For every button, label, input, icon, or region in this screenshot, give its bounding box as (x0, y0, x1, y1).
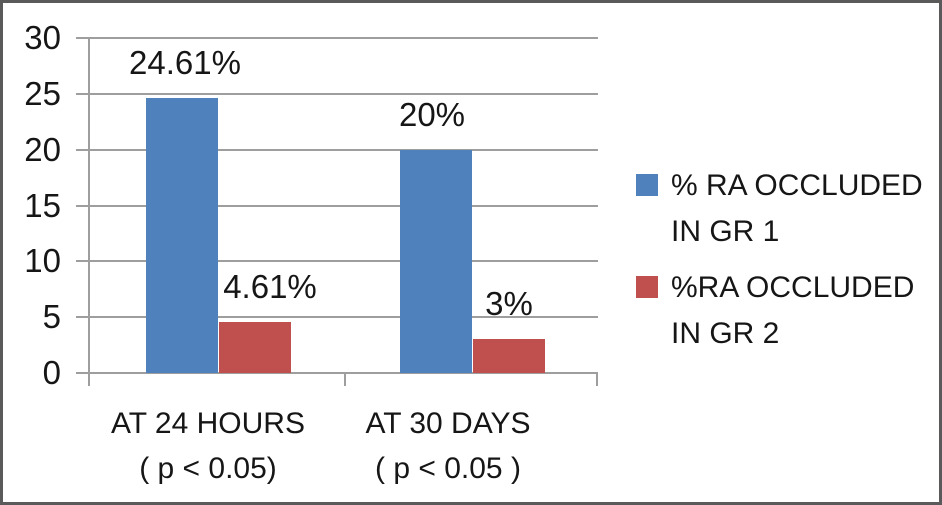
category-line2: ( p < 0.05 ) (375, 452, 521, 485)
gridline (89, 149, 598, 151)
y-axis-line (88, 38, 90, 386)
y-tick-label: 0 (42, 354, 61, 391)
y-tick-label: 15 (24, 187, 61, 224)
category-line1: AT 24 HOURS (111, 407, 305, 440)
y-axis-tick (76, 205, 89, 207)
category-label: AT 24 HOURS ( p < 0.05) (48, 401, 368, 491)
y-tick-label: 30 (24, 19, 61, 56)
gridline (89, 260, 598, 262)
legend-swatch-icon (636, 174, 658, 196)
y-axis-tick (76, 372, 89, 374)
gridline (89, 316, 598, 318)
bar-series2-group2 (473, 339, 545, 373)
gridline (89, 205, 598, 207)
bar-series1-group2 (400, 150, 472, 373)
legend-swatch-icon (636, 276, 658, 298)
y-tick-label: 20 (24, 131, 61, 168)
category-label: AT 30 DAYS ( p < 0.05 ) (288, 401, 608, 491)
y-axis-tick (76, 316, 89, 318)
y-axis-tick (76, 149, 89, 151)
legend-item: %RA OCCLUDED IN GR 2 (636, 265, 933, 357)
category-line1: AT 30 DAYS (365, 407, 531, 440)
legend-label: %RA OCCLUDED IN GR 2 (671, 271, 915, 350)
bar-value-label: 24.61% (129, 44, 241, 81)
y-tick-label: 10 (24, 242, 61, 279)
y-axis-tick (76, 260, 89, 262)
gridline (89, 372, 598, 374)
x-axis-tick (596, 373, 598, 386)
gridline (89, 93, 598, 95)
y-tick-label: 25 (24, 75, 61, 112)
legend-label: % RA OCCLUDED IN GR 1 (671, 169, 923, 248)
y-axis-tick (76, 93, 89, 95)
bar-series2-group1 (219, 322, 291, 373)
y-axis-tick (76, 37, 89, 39)
legend-item: % RA OCCLUDED IN GR 1 (636, 163, 933, 255)
category-line2: ( p < 0.05) (139, 452, 277, 485)
y-tick-label: 5 (42, 298, 61, 335)
bar-value-label: 3% (485, 285, 533, 322)
bar-value-label: 4.61% (223, 268, 317, 305)
gridline (89, 37, 598, 39)
x-axis-tick (344, 373, 346, 386)
bar-series1-group1 (146, 98, 218, 373)
bar-value-label: 20% (398, 96, 466, 133)
